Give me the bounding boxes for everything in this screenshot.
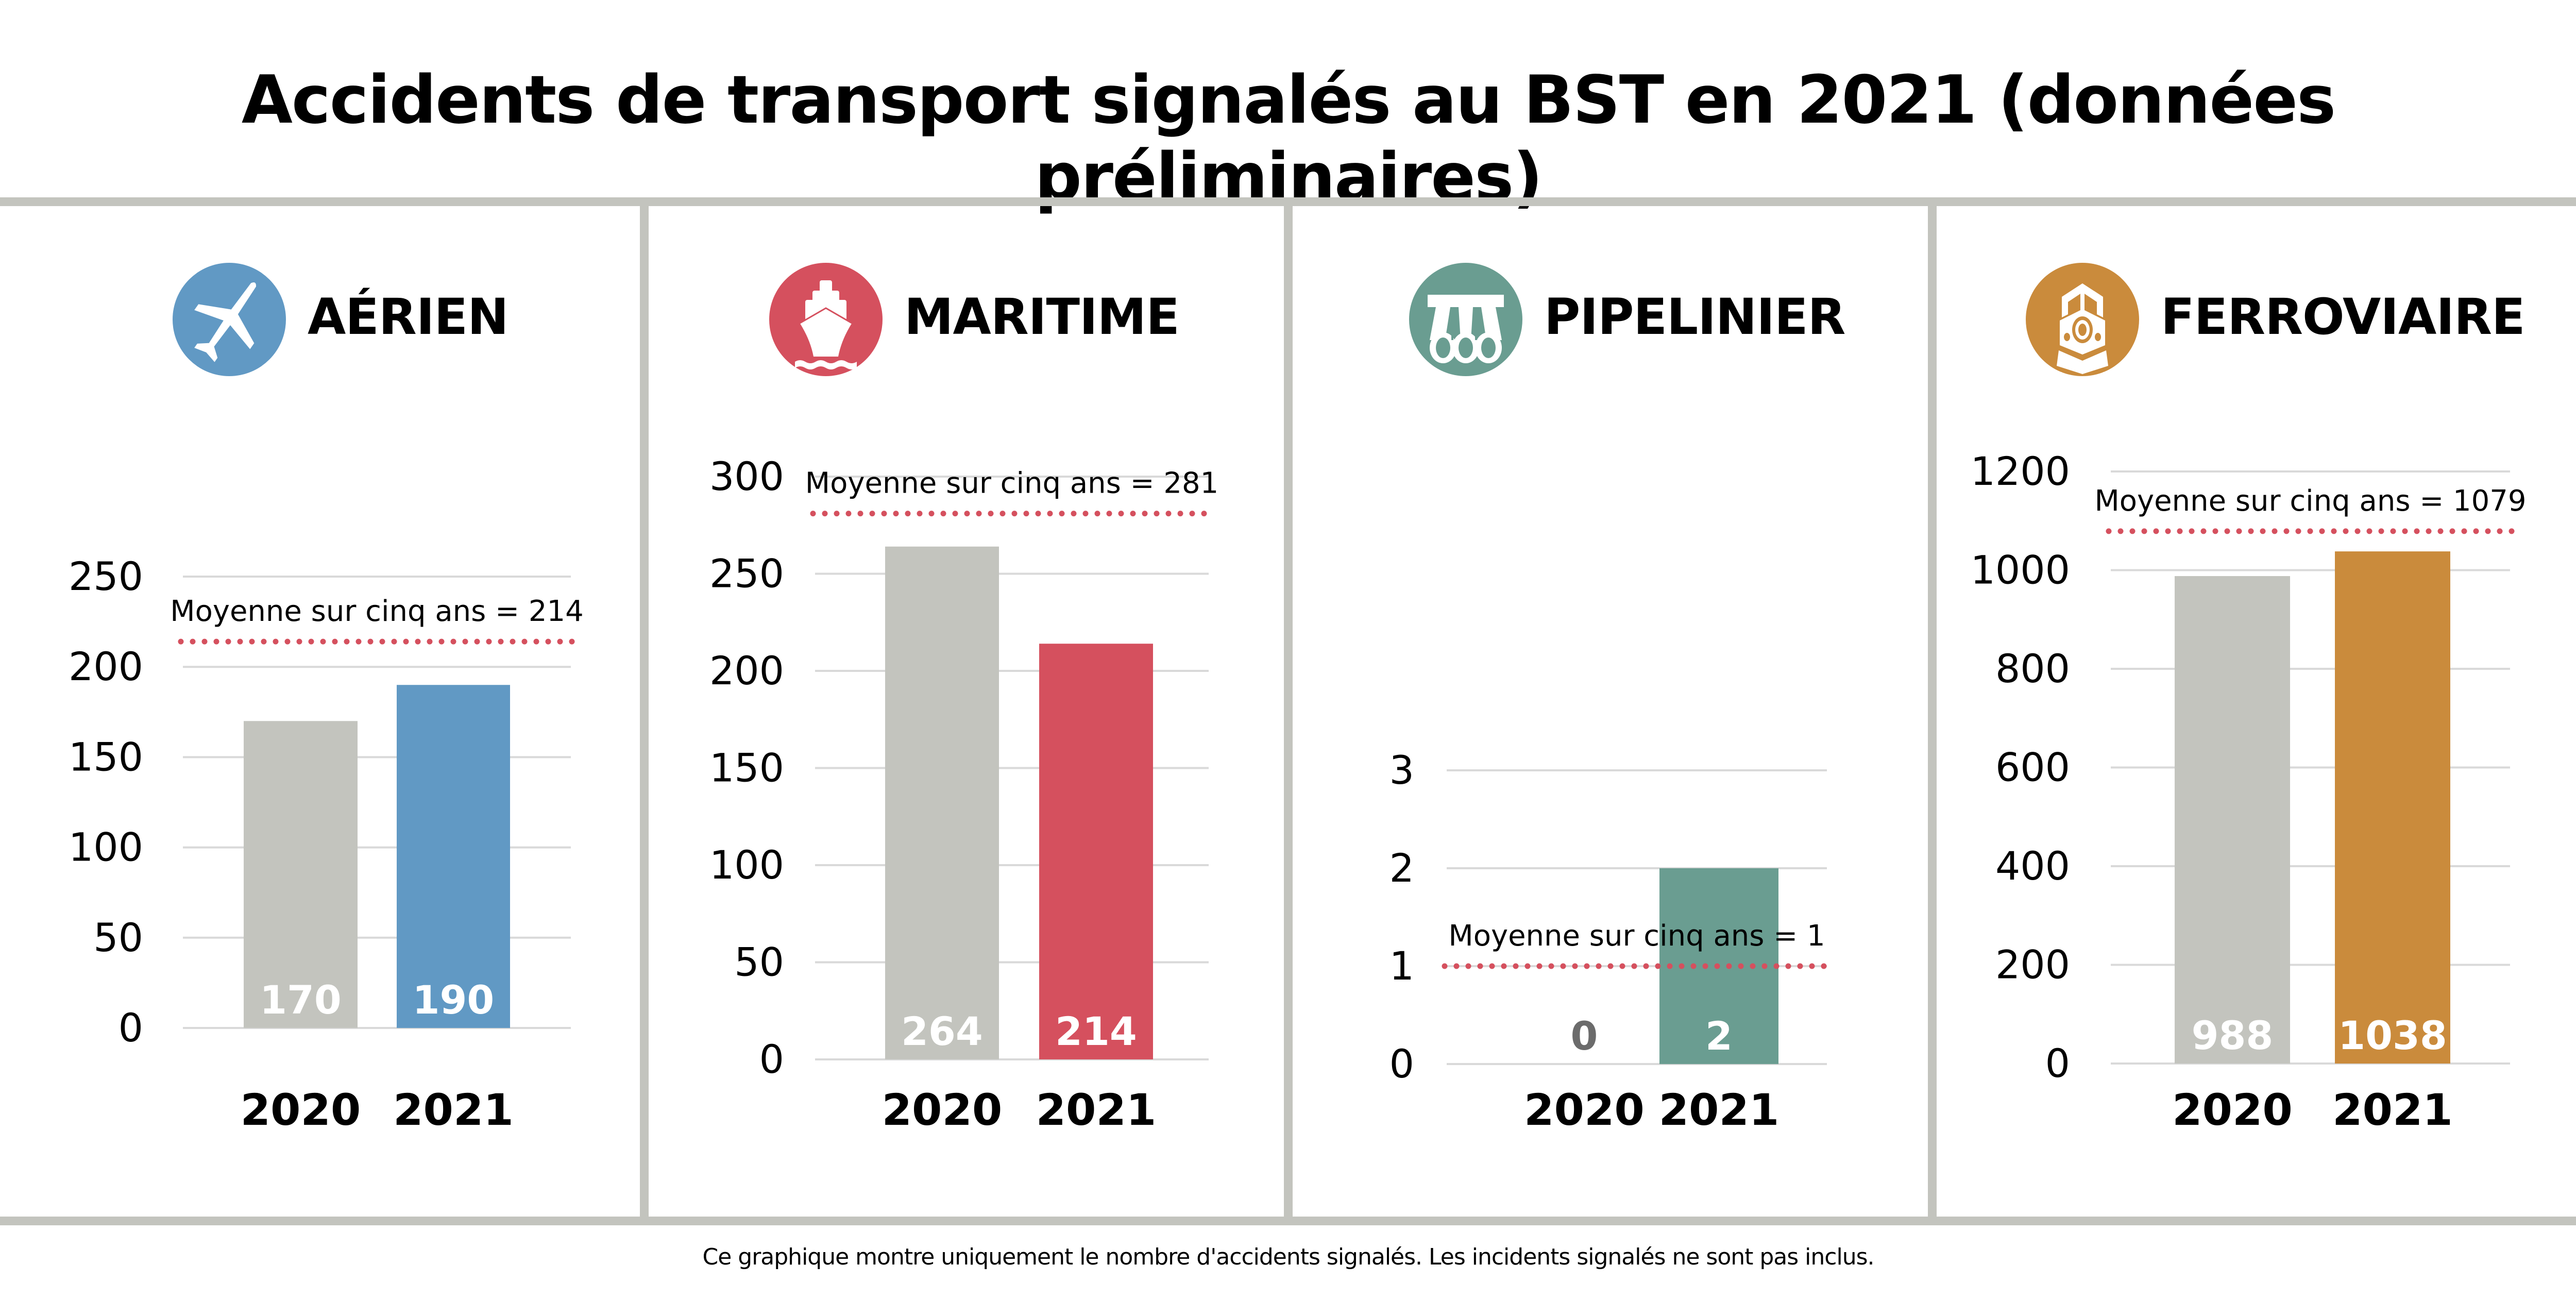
five-year-average-label: Moyenne sur cinq ans = 214: [170, 595, 583, 628]
y-tick-label: 100: [69, 824, 143, 870]
panel-divider: [1928, 206, 1937, 1217]
x-tick-label: 2020: [241, 1085, 361, 1135]
y-tick-label: 300: [709, 453, 784, 499]
y-tick-label: 200: [69, 644, 143, 689]
bar-2020: [244, 721, 358, 1028]
y-tick-label: 400: [1995, 843, 2070, 889]
y-tick-label: 0: [759, 1036, 784, 1082]
y-tick-label: 150: [709, 745, 784, 791]
data-label: 170: [260, 977, 342, 1023]
y-tick-label: 600: [1995, 745, 2070, 790]
data-label: 2: [1705, 1013, 1733, 1059]
panel-title: MARITIME: [904, 288, 1180, 346]
y-tick-label: 1200: [1971, 448, 2070, 494]
y-tick-label: 0: [2045, 1040, 2070, 1086]
y-tick-label: 100: [709, 842, 784, 888]
data-label: 264: [901, 1008, 983, 1054]
five-year-average-label: Moyenne sur cinq ans = 281: [805, 467, 1218, 500]
panel-divider: [640, 206, 649, 1217]
y-tick-label: 0: [1389, 1041, 1414, 1087]
y-tick-label: 2: [1389, 845, 1414, 891]
bar-2020: [2175, 576, 2290, 1064]
x-tick-label: 2021: [1659, 1085, 1780, 1135]
data-label: 988: [2192, 1013, 2274, 1058]
pipeline-icon: [1409, 263, 1522, 376]
x-tick-label: 2020: [882, 1085, 1003, 1135]
x-tick-label: 2021: [2332, 1085, 2453, 1135]
panel-title: AÉRIEN: [308, 288, 509, 346]
x-tick-label: 2021: [1036, 1085, 1157, 1135]
y-tick-label: 1000: [1971, 547, 2070, 593]
data-label: 1038: [2338, 1013, 2447, 1058]
y-tick-label: 250: [709, 551, 784, 597]
bar-2021: [397, 685, 510, 1028]
x-tick-label: 2020: [2172, 1085, 2293, 1135]
y-tick-label: 0: [118, 1005, 143, 1051]
panel-title: FERROVIAIRE: [2161, 288, 2526, 346]
footnote: Ce graphique montre uniquement le nombre…: [702, 1244, 1874, 1270]
y-tick-label: 250: [69, 553, 143, 599]
panel-title: PIPELINIER: [1544, 288, 1845, 346]
bottom-divider: [0, 1217, 2576, 1225]
page-title: Accidents de transport signalés au BST e…: [241, 62, 2336, 216]
y-tick-label: 50: [734, 939, 784, 985]
panel-divider: [1284, 206, 1293, 1217]
bar-2020: [885, 546, 999, 1059]
airplane-icon: [173, 263, 286, 376]
data-label: 0: [1571, 1013, 1598, 1059]
y-tick-label: 1: [1389, 943, 1414, 989]
bar-2021: [1039, 644, 1153, 1059]
five-year-average-label: Moyenne sur cinq ans = 1: [1448, 919, 1825, 953]
y-tick-label: 3: [1389, 747, 1414, 793]
ship-icon: [769, 263, 883, 376]
five-year-average-label: Moyenne sur cinq ans = 1079: [2094, 484, 2526, 518]
x-tick-label: 2021: [393, 1085, 514, 1135]
y-tick-label: 150: [69, 734, 143, 780]
y-tick-label: 200: [1995, 942, 2070, 988]
y-tick-label: 200: [709, 648, 784, 694]
data-label: 190: [413, 977, 495, 1023]
train-icon: [2026, 263, 2139, 376]
top-divider: [0, 197, 2576, 206]
y-tick-label: 800: [1995, 646, 2070, 691]
data-label: 214: [1055, 1008, 1137, 1054]
bar-2021: [2335, 551, 2450, 1064]
x-tick-label: 2020: [1524, 1085, 1645, 1135]
y-tick-label: 50: [93, 915, 143, 960]
